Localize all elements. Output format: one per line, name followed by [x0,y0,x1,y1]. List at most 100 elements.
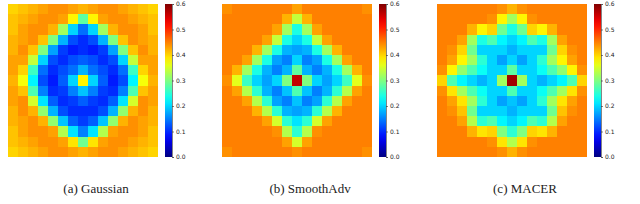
heatmap-cell [497,75,508,86]
heatmap-cell [252,75,263,86]
heatmap-cell [557,86,568,97]
heatmap-cell [148,96,158,107]
tick-mark [172,55,174,56]
heatmap-cell [108,106,119,117]
heatmap-cell [242,14,253,25]
heatmap-cell [517,137,528,148]
tick: 0.5 [386,26,400,33]
heatmap-cell [537,96,548,107]
heatmap-cell [138,24,149,35]
heatmap-cell [517,65,528,76]
heatmap-cell [332,14,343,25]
heatmap-cell [272,126,283,137]
tick-label: 0.1 [390,128,400,135]
heatmap-cell [252,126,263,137]
heatmap-cell [517,24,528,35]
tick-mark [601,55,603,56]
tick: 0.4 [601,51,615,58]
heatmap-cell [302,116,313,127]
heatmap-cell [322,75,333,86]
panel: 0.00.10.20.30.40.50.6(b) SmoothAdv [269,0,399,196]
heatmap-cell [88,35,99,46]
heatmap-cell [282,86,293,97]
heatmap-cell [527,147,538,157]
heatmap-cell [38,106,49,117]
heatmap-cell [8,14,19,25]
heatmap-cell [232,106,243,117]
heatmap-cell [252,35,263,46]
color-bar-axis-line [387,5,389,158]
heatmap-cell [78,96,89,107]
heatmap-cell [437,75,448,86]
heatmap-cell [58,75,69,86]
heatmap-cell [28,4,39,15]
heatmap-cell [48,75,59,86]
heatmap-cell [362,86,372,97]
heatmap-cell [222,45,233,56]
tick-mark [172,4,174,5]
heatmap-cell [567,137,578,148]
heatmap-cell [118,96,129,107]
heatmap-cell [477,45,488,56]
heatmap-cell [507,86,518,97]
tick-label: 0.4 [605,51,615,58]
heatmap-cell [332,96,343,107]
heatmap-cell [148,35,158,46]
heatmap-cell [467,116,478,127]
heatmap-cell [138,65,149,76]
heatmap-cell [487,137,498,148]
heatmap-cell [557,55,568,66]
heatmap-cell [18,147,29,157]
heatmap-cell [48,14,59,25]
heatmap-cell [302,65,313,76]
heatmap-cell [342,4,353,15]
heatmap-cell [577,106,587,117]
heatmap-cell [48,147,59,157]
heatmap-cell [362,4,372,15]
heatmap-cell [28,116,39,127]
heatmap-cell [8,147,19,157]
heatmap-cell [292,126,303,137]
heatmap-cell [18,4,29,15]
caption: (c) MACER [493,181,557,196]
heatmap-cell [118,147,129,157]
heatmap-cell [497,35,508,46]
heatmap-cell [272,55,283,66]
tick-label: 0.2 [176,102,186,109]
tick-label: 0.0 [176,153,186,160]
color-bar-axis-line [173,5,175,158]
heatmap-cell [362,137,372,148]
heatmap-cell [527,137,538,148]
heatmap-cell [302,137,313,148]
heatmap-cell [48,126,59,137]
heatmap-cell [48,116,59,127]
tick-mark [386,132,388,133]
heatmap-cell [567,86,578,97]
heatmap-cell [282,14,293,25]
heatmap-cell [68,96,79,107]
color-bar-axis: 0.00.10.20.30.40.50.6 [386,0,400,160]
heatmap-cell [477,55,488,66]
heatmap-cell [477,137,488,148]
heatmap-cell [507,35,518,46]
heatmap-cell [312,86,323,97]
heatmap-cells [222,4,372,157]
heatmap-cell [28,137,39,148]
heatmap-cell [138,75,149,86]
tick: 0.6 [601,0,615,7]
heatmap-cell [537,75,548,86]
heatmap-cell [118,4,129,15]
tick-mark [386,106,388,107]
heatmap-cell [38,126,49,137]
heatmap-cell [527,96,538,107]
heatmap-cell [497,45,508,56]
heatmap-cell [477,126,488,137]
heatmap-cell [232,137,243,148]
heatmap-cell [322,106,333,117]
heatmap-cell [312,106,323,117]
heatmap-cell [467,96,478,107]
heatmap-cell [272,137,283,148]
heatmap-cell [332,106,343,117]
heatmap-cell [557,116,568,127]
heatmap-cell [497,106,508,117]
